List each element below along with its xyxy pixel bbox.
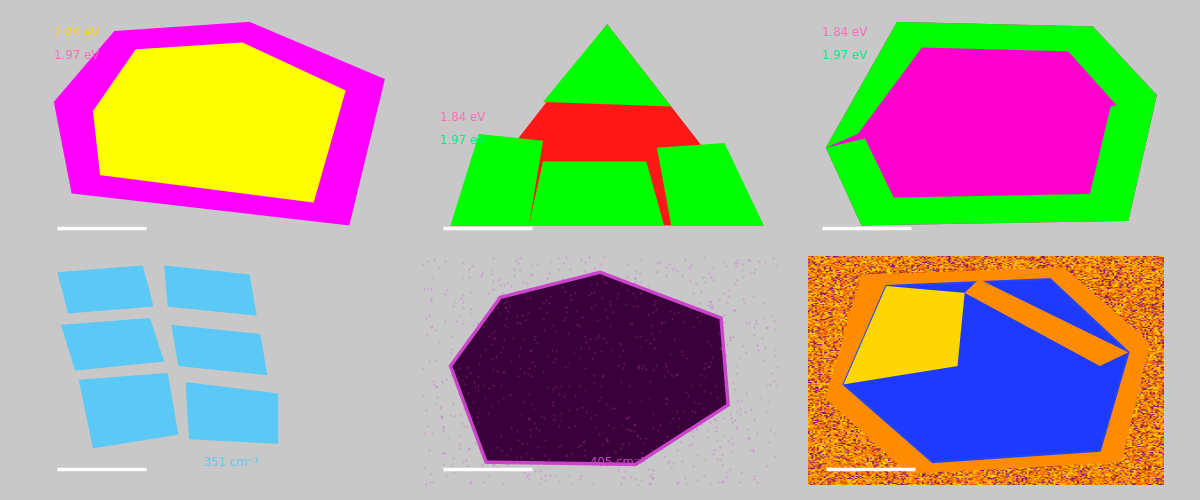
Polygon shape [92,42,346,202]
Polygon shape [844,279,1128,462]
Text: 405 cm⁻¹: 405 cm⁻¹ [590,456,646,469]
Polygon shape [1064,26,1157,106]
Text: 1.97 eV: 1.97 eV [440,134,485,147]
Polygon shape [844,286,965,384]
Polygon shape [450,272,728,464]
Polygon shape [450,24,763,226]
Polygon shape [544,24,671,106]
Text: 1.84 eV: 1.84 eV [440,111,485,124]
Polygon shape [61,318,164,370]
Polygon shape [862,194,1128,226]
Text: 351 cm⁻¹: 351 cm⁻¹ [204,456,259,469]
Polygon shape [54,22,385,226]
Polygon shape [172,325,268,375]
Text: 1.97 eV: 1.97 eV [822,50,868,62]
Polygon shape [58,266,154,314]
Polygon shape [79,373,179,448]
Polygon shape [826,22,1157,226]
Polygon shape [965,279,1128,366]
Polygon shape [826,138,900,226]
Polygon shape [656,143,763,226]
Text: 1.84 eV: 1.84 eV [54,26,98,40]
Polygon shape [826,22,929,148]
Text: 1.97 eV: 1.97 eV [54,50,100,62]
Polygon shape [186,382,278,444]
Polygon shape [529,162,664,226]
Text: 1.84 eV: 1.84 eV [822,26,868,40]
Polygon shape [826,268,1150,474]
Polygon shape [898,22,1093,52]
Polygon shape [164,266,257,316]
Polygon shape [1086,95,1157,221]
Polygon shape [450,134,544,226]
